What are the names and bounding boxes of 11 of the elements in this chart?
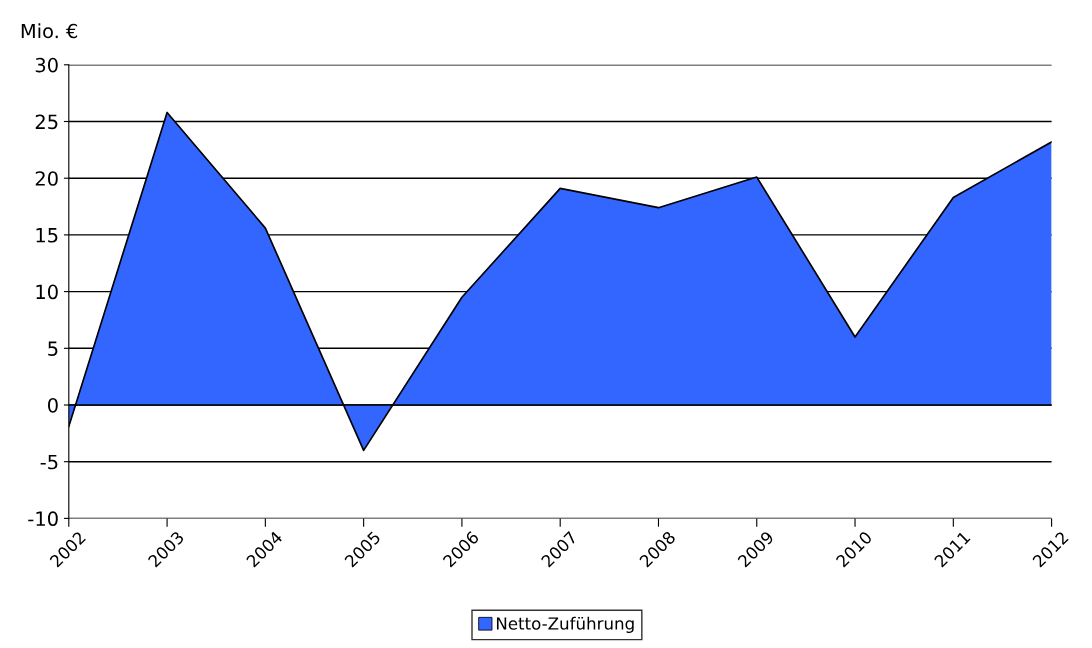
y-tick-label: -10 <box>28 511 58 527</box>
legend-label: Netto-Zuführung <box>496 616 634 633</box>
y-tick-label: 30 <box>35 57 58 73</box>
y-tick-label: 20 <box>35 171 58 186</box>
y-tick-label: 15 <box>36 228 58 243</box>
y-axis-title: Mio. € <box>21 23 78 39</box>
y-tick-label: 0 <box>47 397 58 413</box>
y-tick-label: 5 <box>48 341 58 356</box>
y-tick-label: 10 <box>36 284 58 300</box>
y-tick-label: -5 <box>40 454 58 470</box>
y-tick-label: 25 <box>35 114 58 130</box>
